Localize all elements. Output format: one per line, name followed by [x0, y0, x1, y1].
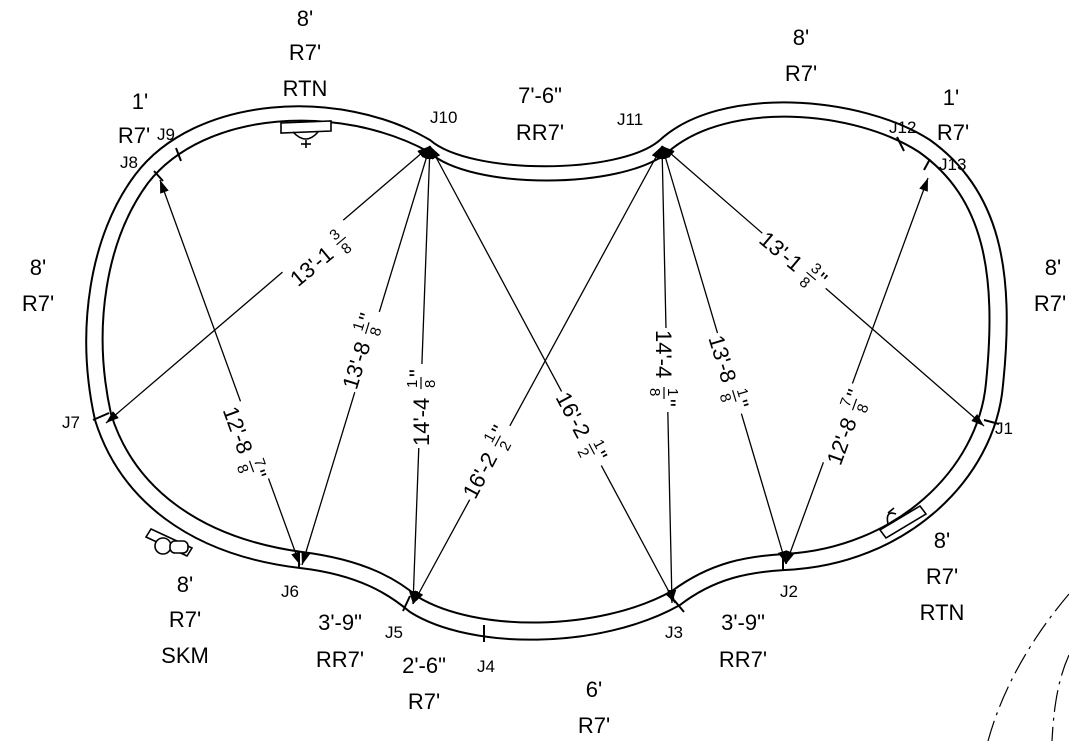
segment-type: R7': [118, 123, 150, 148]
junction-label-j8: J8: [120, 153, 138, 172]
junction-label-j7: J7: [62, 413, 80, 432]
return-fitting-icon: [878, 504, 928, 540]
segment-type: R7': [578, 713, 610, 738]
segment-type: R7': [785, 61, 817, 86]
pool-wall-inner: [101, 115, 991, 624]
segment-length: 1': [132, 89, 148, 114]
segment-type: R7': [408, 689, 440, 714]
junction-label-j3: J3: [665, 623, 683, 642]
junction-label-j5: J5: [385, 623, 403, 642]
dim-inch-mark: ": [405, 369, 430, 377]
dim-main: 14'-4: [651, 330, 676, 378]
junction-label-j9: J9: [157, 125, 175, 144]
segment-type: R7': [22, 291, 54, 316]
dim-j11-j1: 13'-1 3 8 ": [751, 220, 838, 301]
dim-line-j11-j5: [412, 145, 663, 605]
dim-line-j13-j2: [785, 177, 929, 565]
junction-label-j11: J11: [617, 110, 643, 129]
dim-numerator: 1: [664, 388, 681, 396]
segment-type: RR7': [719, 647, 767, 672]
segment-length: 8': [30, 255, 46, 280]
dim-main: 14'-4: [409, 398, 434, 446]
dim-j10-j7: 13'-1 3 8: [279, 217, 363, 295]
segment-note: SKM: [161, 643, 209, 668]
dim-j11-j5: 16'-2 1 2 ": [451, 415, 521, 506]
junction-label-j12: J12: [889, 118, 916, 137]
junction-labels: J1 J2 J3 J4 J5 J6 J7 J8 J9 J10 J11 J12 J…: [62, 108, 1013, 676]
adjacent-arc: [987, 593, 1069, 741]
junction-label-j1: J1: [995, 419, 1013, 438]
dimension-lines: [105, 145, 985, 605]
segment-length: 8': [934, 528, 950, 553]
pool-wall-outer: [85, 101, 1008, 641]
dim-j11-j3: 14'-4 1 8 ": [646, 328, 682, 412]
segment-type: R7': [1034, 291, 1066, 316]
return-fitting-icon: [280, 120, 332, 148]
segment-length: 1': [943, 85, 959, 110]
junction-label-j13: J13: [939, 155, 966, 174]
dim-j10-j6: 13'-8 1 8 ": [331, 304, 389, 395]
dim-j8-j6: 12'-8 7 8 ": [214, 399, 275, 488]
junction-label-j10: J10: [430, 108, 457, 127]
segment-length: 8': [297, 6, 313, 31]
junction-label-j2: J2: [780, 582, 798, 601]
dim-denominator: 8: [422, 380, 439, 388]
dim-line-j8-j6: [159, 179, 301, 566]
dim-inch-mark: ": [655, 399, 680, 407]
segment-length: 8': [1045, 255, 1061, 280]
segment-type: R7': [169, 607, 201, 632]
dim-j10-j5: 14'-4 1 8 ": [403, 364, 439, 448]
junction-label-j4: J4: [477, 657, 495, 676]
junction-label-j6: J6: [281, 582, 299, 601]
dim-j10-j3: 16'-2 1 2 ": [547, 383, 617, 474]
dim-numerator: 1: [404, 380, 421, 388]
segment-length: 3'-9": [318, 610, 362, 635]
segment-type: RR7': [516, 120, 564, 145]
segment-length: 8': [177, 572, 193, 597]
segment-type: R7': [926, 564, 958, 589]
segment-length: 2'-6": [402, 653, 446, 678]
segment-length: 3'-9": [721, 610, 765, 635]
segment-labels: 8' R7' RTN 8' R7' 7'-6" RR7' 1' R7' 1' R…: [22, 6, 1066, 738]
dim-denominator: 8: [646, 388, 663, 396]
segment-length: 7'-6": [518, 83, 562, 108]
dim-line-j10-j3: [429, 145, 676, 604]
pool-wall: [85, 101, 1008, 641]
dim-line-j10-j7: [105, 145, 431, 424]
dim-j13-j2: 12'-8 7 8 ": [815, 380, 877, 472]
dim-j11-j2: 13'-8 1 8 ": [700, 328, 758, 419]
segment-length: 8': [793, 25, 809, 50]
segment-length: 6': [586, 677, 602, 702]
segment-note: RTN: [920, 600, 965, 625]
segment-type: R7': [289, 40, 321, 65]
segment-type: RR7': [316, 647, 364, 672]
segment-type: R7': [937, 120, 969, 145]
segment-note: RTN: [283, 76, 328, 101]
